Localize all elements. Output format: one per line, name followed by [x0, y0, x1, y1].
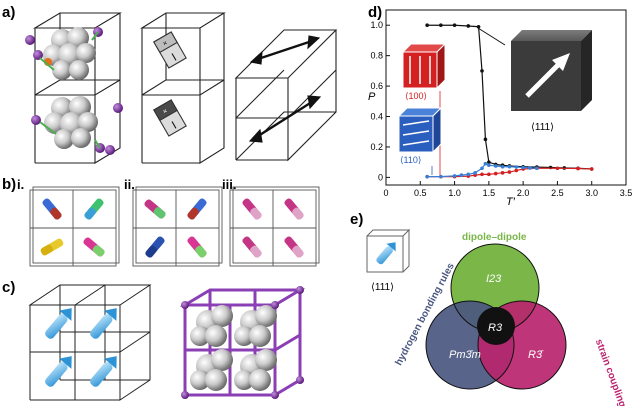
x-tick-label: 2.5	[551, 188, 564, 198]
venn-group-i23: I23	[486, 273, 502, 285]
dipole-arrows-iii	[242, 198, 304, 258]
series-line-2	[427, 162, 537, 178]
inset-100-label: ⟨100⟩	[405, 91, 427, 101]
data-point	[487, 163, 491, 168]
panel-b-sub-i: i.	[17, 177, 24, 192]
series-layer	[425, 23, 594, 179]
data-point	[473, 171, 477, 175]
data-point	[439, 174, 443, 179]
molecular-framework	[179, 286, 306, 399]
data-point	[514, 168, 519, 173]
data-point	[535, 166, 539, 171]
data-point	[514, 165, 519, 169]
x-tick-label: 0.5	[414, 188, 427, 198]
x-tick-label: 2.0	[517, 188, 530, 198]
data-point	[589, 167, 594, 171]
data-point	[528, 166, 532, 170]
dipole-arrows-ii	[144, 198, 207, 258]
panel-e: ⟨111⟩ I23 Pm3̄m R3̄ R3 dipole–dipole hyd…	[366, 228, 628, 406]
data-point	[439, 23, 443, 28]
data-point	[487, 172, 491, 177]
data-point	[466, 172, 471, 177]
y-tick-label: 0.2	[370, 142, 383, 152]
data-point	[452, 23, 457, 28]
svg-text:×: ×	[162, 108, 169, 116]
molecular-cell	[25, 12, 123, 164]
dipole-arrows-i	[40, 198, 105, 257]
inset-110-cube: ⟨110⟩	[397, 106, 443, 175]
data-point	[483, 161, 488, 166]
inset-111-label: ⟨111⟩	[531, 122, 554, 133]
panel-label-a: a)	[2, 4, 15, 21]
data-point	[500, 171, 505, 175]
y-tick-label: 0.4	[370, 112, 383, 122]
venn-label-dipole: dipole–dipole	[462, 232, 527, 243]
data-point	[507, 164, 512, 169]
data-point	[480, 69, 484, 73]
order-parameter-chart: 0 0.5 1.0 1.5 2.0 2.5 3.0 3.5 0 0.2 0.4 0.6 0.8 1.0 P…	[368, 9, 632, 208]
x-tick-label: 3.0	[585, 188, 598, 198]
venn-inset-label: ⟨111⟩	[371, 282, 394, 293]
venn-group-pm3m: Pm3̄m	[449, 349, 481, 361]
venn-center	[477, 307, 515, 345]
panel-b-sub-ii: ii.	[124, 177, 135, 192]
data-point	[493, 164, 498, 168]
data-point	[466, 24, 471, 28]
panel-label-b: b)	[2, 176, 16, 193]
data-point	[476, 24, 481, 29]
y-tick-label: 1.0	[370, 20, 383, 30]
axes: 0 0.5 1.0 1.5 2.0 2.5 3.0 3.5 0 0.2 0.4 0.6 0.8 1.0	[370, 20, 632, 198]
dipole-block-top: ×	[153, 31, 187, 69]
dipole-cell: × ×	[140, 12, 226, 164]
y-tick-label: 0.6	[370, 81, 383, 91]
x-tick-label: 1.5	[483, 188, 496, 198]
data-point	[487, 160, 491, 164]
panel-c	[28, 284, 306, 401]
venn-inset-cube: ⟨111⟩	[366, 228, 411, 293]
data-point	[425, 174, 429, 179]
x-axis-label: T′	[506, 196, 516, 208]
y-axis-label: P	[368, 91, 376, 103]
data-point	[459, 173, 464, 177]
data-point	[425, 23, 429, 28]
data-point	[507, 170, 512, 174]
molecule-cluster-bottom	[31, 96, 123, 155]
data-point	[483, 137, 488, 142]
data-point	[452, 174, 457, 178]
x-tick-label: 1.0	[448, 188, 461, 198]
panel-b: i. ii. iii.	[17, 177, 320, 267]
x-tick-label: 3.5	[620, 188, 633, 198]
x-tick-label: 0	[383, 188, 388, 198]
inset-111-cube: ⟨111⟩	[477, 27, 592, 133]
molecule-cluster-top	[25, 27, 103, 80]
data-point	[576, 166, 580, 171]
dipole-block-bottom: ×	[153, 99, 187, 137]
plot-frame	[385, 9, 627, 186]
strain-cell	[234, 29, 338, 162]
data-point	[480, 166, 484, 171]
data-point	[500, 164, 505, 169]
y-tick-label: 0	[378, 172, 383, 182]
panel-a: × ×	[25, 12, 338, 164]
data-point	[521, 165, 525, 170]
inset-100-cube: ⟨100⟩	[401, 42, 447, 175]
panel-label-e: e)	[350, 211, 363, 228]
panel-label-c: c)	[2, 279, 15, 296]
data-point	[480, 172, 484, 177]
cyan-arrows	[45, 308, 117, 387]
svg-text:×: ×	[162, 40, 169, 48]
data-point	[555, 166, 560, 171]
y-tick-label: 0.8	[370, 51, 383, 61]
venn-label-strain: strain coupling	[593, 338, 628, 406]
data-point	[493, 171, 498, 176]
venn-center-label: R3	[488, 322, 503, 334]
panel-label-d: d)	[368, 4, 382, 21]
venn-group-r3bar: R3̄	[528, 349, 544, 361]
inset-110-label: ⟨110⟩	[400, 155, 421, 165]
